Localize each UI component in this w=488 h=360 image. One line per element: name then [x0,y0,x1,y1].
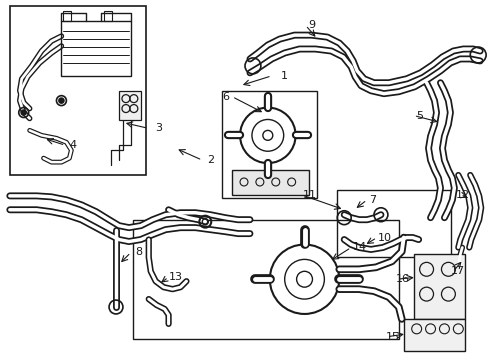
Text: 1: 1 [281,71,287,81]
Text: 16: 16 [395,274,409,284]
Text: 4: 4 [70,140,77,150]
Text: 10: 10 [377,233,391,243]
Bar [403,319,464,351]
Bar [337,190,450,257]
Text: 11: 11 [302,190,316,200]
Text: 14: 14 [352,243,366,252]
Circle shape [59,98,64,103]
Circle shape [21,110,26,115]
Text: 6: 6 [222,92,229,102]
Bar [232,170,309,195]
Bar [104,11,112,21]
Bar [61,21,131,76]
Text: 3: 3 [155,123,162,134]
Text: 5: 5 [415,111,422,121]
Bar [119,91,141,121]
Bar [133,220,398,339]
Text: 7: 7 [368,195,376,205]
Text: 8: 8 [135,247,142,257]
Text: 2: 2 [206,155,213,165]
Bar [10,6,145,175]
Text: 9: 9 [307,20,314,30]
Text: 13: 13 [168,272,182,282]
Bar [413,255,464,319]
Text: 12: 12 [455,190,469,200]
Text: 17: 17 [450,266,465,276]
Bar [222,91,317,198]
Text: 15: 15 [385,332,399,342]
Bar [63,11,71,21]
